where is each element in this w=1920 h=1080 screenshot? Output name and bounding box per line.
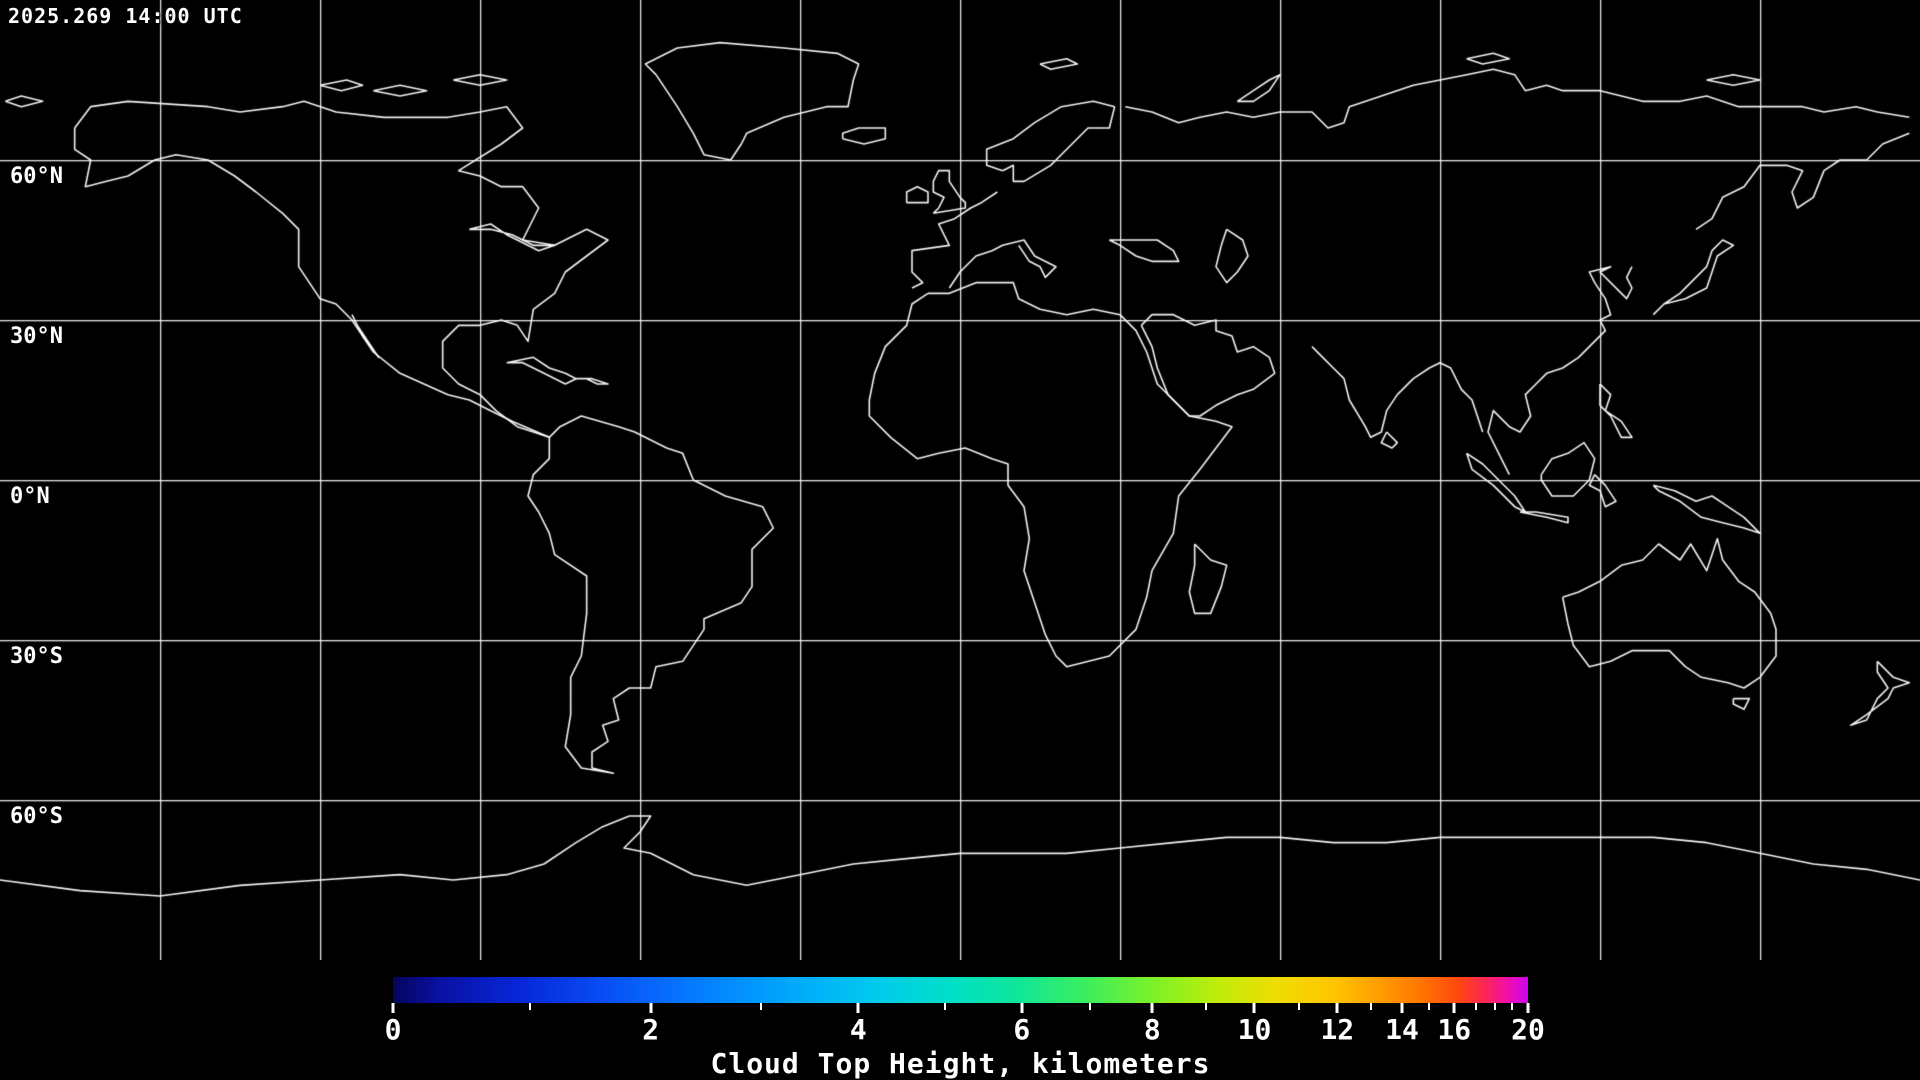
colorbar-major-tick [649,1003,653,1013]
colorbar-tick-labels: 0 2 4 6 8 10 12 14 16 20 [385,1013,1545,1046]
colorbar-tick-label: 2 [642,1013,660,1046]
colorbar-minor-tick [943,1003,946,1010]
colorbar-major-tick [1150,1003,1154,1013]
colorbar-minor-tick [1511,1003,1514,1010]
latitude-label: 0°N [10,484,50,509]
colorbar-minor-tick [1428,1003,1431,1010]
colorbar-major-tick [1452,1003,1456,1013]
colorbar-major-tick [1020,1003,1024,1013]
colorbar-tick-label: 4 [849,1013,867,1046]
colorbar-minor-tick [529,1003,532,1010]
colorbar-ticks [391,1003,1530,1015]
colorbar-gradient [393,977,1528,1003]
colorbar-tick-label: 6 [1013,1013,1031,1046]
colorbar-tick-label: 8 [1143,1013,1161,1046]
latitude-label: 30°N [10,324,63,349]
colorbar-minor-tick [759,1003,762,1010]
latitude-label: 30°S [10,644,63,669]
colorbar-tick-label: 20 [1511,1013,1545,1046]
latitude-label: 60°N [10,164,63,189]
colorbar-minor-tick [1297,1003,1300,1010]
colorbar-tick-label: 0 [384,1013,402,1046]
colorbar-minor-tick [1088,1003,1091,1010]
colorbar-minor-tick [1204,1003,1207,1010]
colorbar-major-tick [391,1003,395,1013]
colorbar-minor-tick [1494,1003,1497,1010]
colorbar-minor-tick [1370,1003,1373,1010]
colorbar-major-tick [1252,1003,1256,1013]
colorbar-tick-label: 10 [1237,1013,1272,1046]
timestamp-label: 2025.269 14:00 UTC [8,4,243,28]
colorbar-major-tick [1526,1003,1530,1013]
colorbar-title: Cloud Top Height, kilometers [710,1047,1211,1080]
colorbar-minor-tick [1474,1003,1477,1010]
satellite-cloud-map-canvas [0,0,1920,960]
latitude-label: 60°S [10,804,63,829]
colorbar-major-tick [1400,1003,1404,1013]
colorbar-tick-label: 12 [1320,1013,1355,1046]
colorbar-tick-label: 14 [1385,1013,1419,1046]
colorbar: 0 2 4 6 8 10 12 14 16 20 Cloud Top Height, kilome… [0,960,1920,1080]
colorbar-major-tick [856,1003,860,1013]
colorbar-tick-label: 16 [1437,1013,1472,1046]
colorbar-major-tick [1335,1003,1339,1013]
